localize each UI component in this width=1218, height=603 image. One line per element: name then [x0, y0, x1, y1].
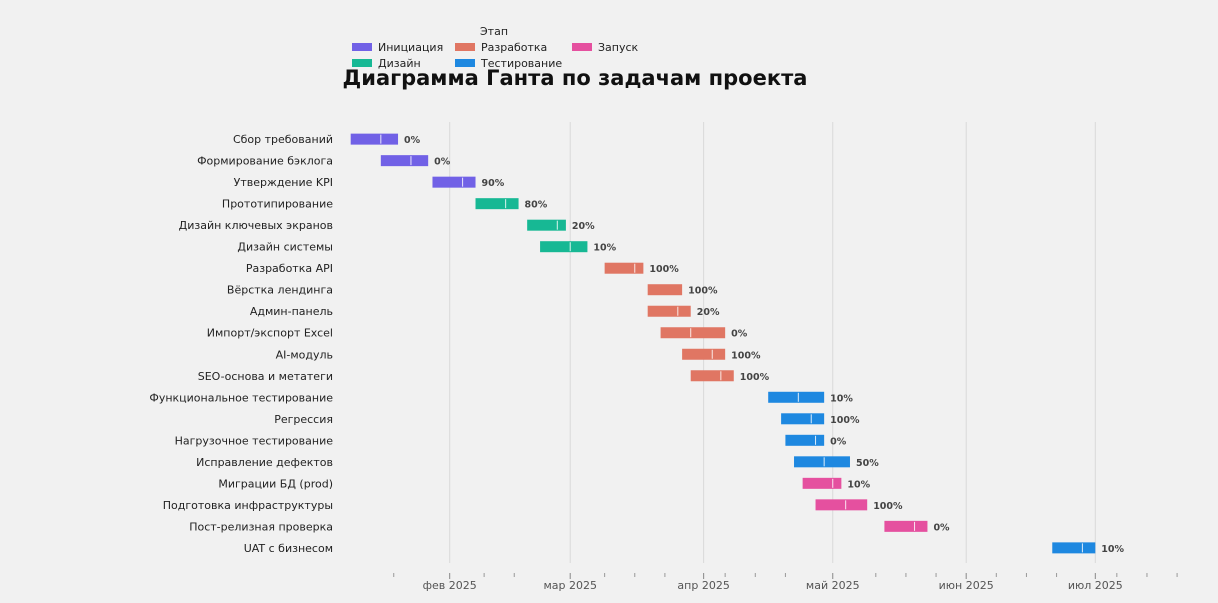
task-bar — [660, 327, 726, 339]
legend-item-label: Дизайн — [378, 57, 421, 70]
task-label: Админ-панель — [250, 305, 333, 318]
progress-label: 0% — [933, 522, 950, 533]
progress-label: 80% — [525, 200, 548, 211]
progress-label: 50% — [856, 458, 879, 469]
legend-swatch — [455, 43, 475, 51]
task-label: Подготовка инфраструктуры — [163, 499, 333, 512]
progress-label: 20% — [697, 307, 720, 318]
task-bar — [647, 284, 683, 296]
x-tick-label: мар 2025 — [543, 579, 597, 592]
task-label: Функциональное тестирование — [149, 391, 333, 404]
task-label: Исправление дефектов — [196, 456, 333, 469]
progress-label: 100% — [731, 350, 761, 361]
task-label: Миграции БД (prod) — [218, 477, 333, 490]
task-bar — [604, 262, 644, 274]
task-bar — [768, 391, 825, 403]
legend-swatch — [352, 59, 372, 67]
task-label: UAT с бизнесом — [244, 542, 333, 555]
task-bar — [527, 219, 566, 231]
progress-label: 0% — [731, 329, 748, 340]
x-tick-label: фев 2025 — [423, 579, 477, 592]
progress-label: 100% — [873, 501, 903, 512]
legend-swatch — [352, 43, 372, 51]
task-bar — [815, 499, 868, 511]
task-label: Прототипирование — [222, 198, 333, 211]
task-label: Регрессия — [274, 413, 333, 426]
task-bar — [781, 413, 825, 425]
task-bar — [432, 176, 476, 188]
task-bar — [380, 155, 429, 167]
x-tick-label: май 2025 — [806, 579, 860, 592]
progress-label: 100% — [688, 286, 718, 297]
task-bar — [647, 305, 691, 317]
progress-label: 20% — [572, 221, 595, 232]
x-tick-label: июл 2025 — [1068, 579, 1123, 592]
task-label: Утверждение KPI — [234, 176, 333, 189]
task-bar — [884, 520, 928, 532]
task-bars: 0%0%90%80%20%10%100%100%20%0%100%100%10%… — [350, 133, 1125, 555]
progress-label: 10% — [593, 243, 616, 254]
task-label: Пост-релизная проверка — [189, 520, 333, 533]
task-label: Разработка API — [246, 262, 333, 275]
task-bar — [350, 133, 399, 145]
legend-item-label: Запуск — [598, 41, 639, 54]
task-label: Вёрстка лендинга — [227, 284, 333, 297]
task-bar — [1052, 542, 1096, 554]
task-label: SEO-основа и метатеги — [198, 370, 333, 383]
progress-label: 100% — [740, 372, 770, 383]
progress-label: 0% — [830, 436, 847, 447]
x-tick-label: апр 2025 — [677, 579, 729, 592]
task-label: Нагрузочное тестирование — [175, 434, 334, 447]
task-label: Дизайн ключевых экранов — [179, 219, 333, 232]
legend: Этап Инициация Дизайн Разработка Тестировани… — [352, 25, 639, 70]
task-bar — [690, 370, 734, 382]
task-bar — [540, 241, 588, 253]
progress-label: 10% — [1101, 544, 1124, 555]
progress-label: 90% — [482, 178, 505, 189]
legend-title: Этап — [480, 25, 508, 38]
task-labels: Сбор требований Формирование бэклога Утвер… — [149, 133, 333, 555]
chart-title: Диаграмма Ганта по задачам проекта — [343, 66, 808, 90]
grid-layer — [449, 122, 1096, 563]
progress-label: 100% — [830, 415, 860, 426]
progress-label: 10% — [847, 479, 870, 490]
progress-label: 0% — [434, 157, 451, 168]
task-bar — [682, 348, 726, 360]
task-bar — [794, 456, 850, 468]
legend-item-label: Инициация — [378, 41, 443, 54]
task-label: Формирование бэклога — [197, 155, 333, 168]
legend-item-label: Тестирование — [480, 57, 562, 70]
progress-label: 100% — [649, 264, 679, 275]
task-label: Импорт/экспорт Excel — [207, 327, 333, 340]
task-bar — [785, 434, 825, 446]
legend-swatch — [572, 43, 592, 51]
task-label: Сбор требований — [233, 133, 333, 146]
x-tick-label: июн 2025 — [939, 579, 994, 592]
x-axis: фев 2025 мар 2025 апр 2025 май 2025 июн 2025… — [393, 573, 1178, 592]
task-bar — [802, 477, 842, 489]
task-bar — [475, 198, 519, 210]
legend-swatch — [455, 59, 475, 67]
progress-label: 10% — [830, 393, 853, 404]
legend-item-label: Разработка — [481, 41, 547, 54]
task-label: AI-модуль — [276, 348, 333, 361]
progress-label: 0% — [404, 135, 421, 146]
task-label: Дизайн системы — [237, 241, 333, 254]
